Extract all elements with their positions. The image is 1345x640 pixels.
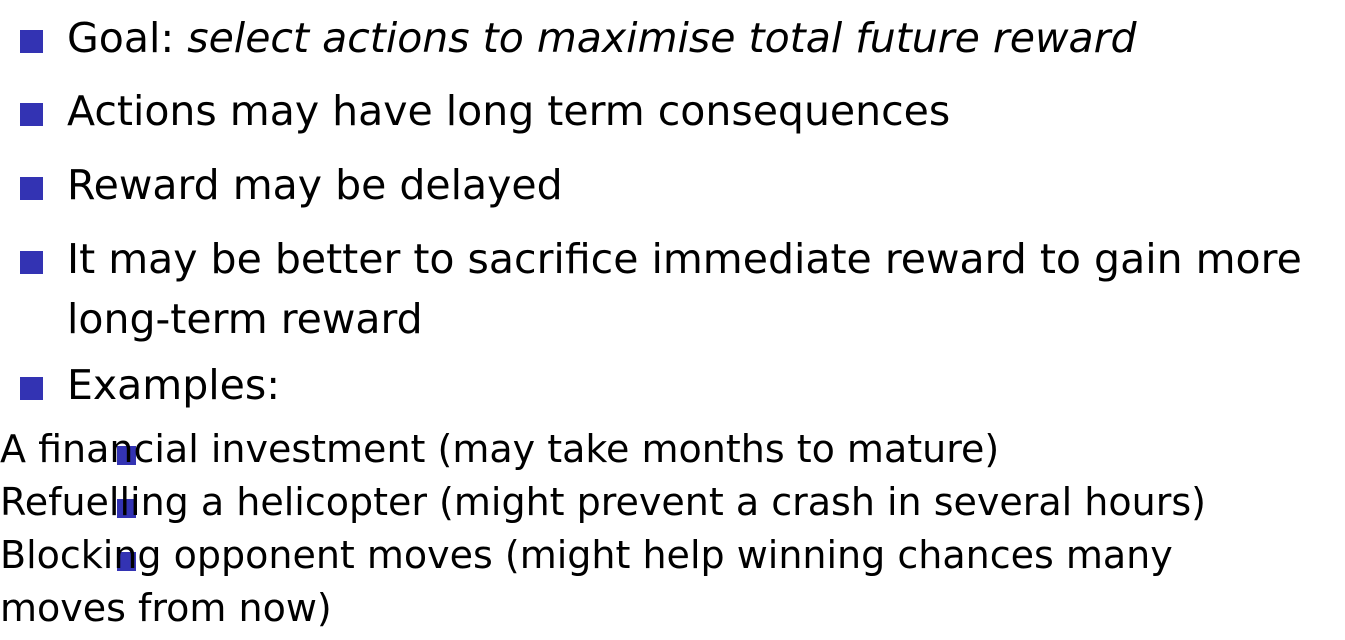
example-blocking-line2: moves from now): [0, 586, 332, 630]
bullet-square-icon: [20, 30, 43, 53]
bullet-square-icon: [20, 103, 43, 126]
bullet-examples: Examples:: [67, 361, 281, 409]
bullet-sacrifice-line2: long-term reward: [67, 295, 423, 343]
sub-bullet-square-icon: [117, 552, 136, 571]
example-helicopter: Refuelling a helicopter (might prevent a…: [0, 480, 1206, 524]
bullet-square-icon: [20, 251, 43, 274]
bullet-sacrifice-line1: It may be better to sacrifice immediate …: [67, 235, 1302, 283]
bullet-square-icon: [20, 377, 43, 400]
goal-emphasis: select actions to maximise total future …: [187, 14, 1137, 62]
bullet-delayed: Reward may be delayed: [67, 161, 563, 209]
goal-prefix: Goal:: [67, 14, 188, 62]
bullet-goal: Goal: select actions to maximise total f…: [67, 8, 1137, 68]
sub-bullet-square-icon: [117, 446, 136, 465]
example-blocking-line1: Blocking opponent moves (might help winn…: [0, 533, 1173, 577]
example-investment: A financial investment (may take months …: [0, 427, 1000, 471]
sub-bullet-square-icon: [117, 499, 136, 518]
bullet-square-icon: [20, 177, 43, 200]
bullet-consequences: Actions may have long term consequences: [67, 87, 951, 135]
